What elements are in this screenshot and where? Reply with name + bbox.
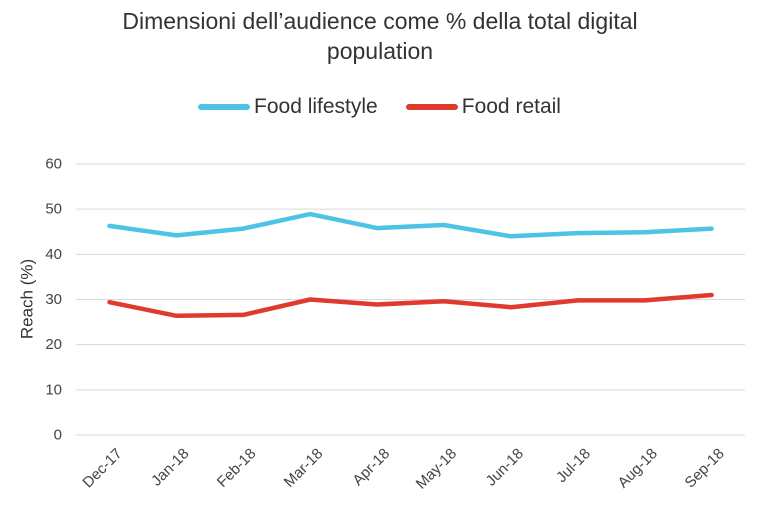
x-tick-label: Mar-18 <box>281 445 327 491</box>
x-axis-ticks: Dec-17 Jan-18 Feb-18 Mar-18 Apr-18 May-18 Jun-… <box>79 445 727 492</box>
data-point-food-retail-feb-18 <box>241 312 246 317</box>
data-point-food-lifestyle-sep-18 <box>709 226 714 231</box>
legend-label-food-lifestyle: Food lifestyle <box>254 95 378 118</box>
data-point-food-lifestyle-mar-18 <box>308 212 313 217</box>
data-point-food-lifestyle-aug-18 <box>642 230 647 235</box>
y-tick-label: 40 <box>45 246 62 263</box>
legend-swatch-food-retail <box>405 104 458 110</box>
series-line-food-lifestyle <box>107 211 714 239</box>
y-tick-label: 10 <box>45 381 62 398</box>
data-point-food-retail-aug-18 <box>642 298 647 303</box>
x-tick-label: Feb-18 <box>214 445 260 491</box>
data-point-food-lifestyle-jul-18 <box>575 231 580 236</box>
data-point-food-retail-may-18 <box>441 299 446 304</box>
data-point-food-retail-mar-18 <box>308 297 313 302</box>
y-axis-title: Reach (%) <box>18 259 37 339</box>
chart-legend: Food lifestyle Food retail <box>0 92 759 122</box>
data-point-food-retail-jun-18 <box>508 305 513 310</box>
x-tick-label: Apr-18 <box>349 445 393 489</box>
data-point-food-retail-sep-18 <box>709 292 714 297</box>
series-line-food-retail <box>107 292 714 319</box>
y-tick-label: 60 <box>45 156 62 173</box>
data-point-food-lifestyle-apr-18 <box>375 226 380 231</box>
x-tick-label: May-18 <box>413 445 460 492</box>
x-tick-label: Sep-18 <box>682 445 728 491</box>
y-tick-label: 50 <box>45 201 62 218</box>
data-point-food-retail-apr-18 <box>375 302 380 307</box>
chart-title: Dimensioni dell’audience come % della to… <box>60 6 700 66</box>
y-tick-label: 0 <box>54 427 62 444</box>
data-point-food-lifestyle-jan-18 <box>174 233 179 238</box>
y-tick-label: 30 <box>45 291 62 308</box>
data-point-food-retail-jul-18 <box>575 298 580 303</box>
x-tick-label: Aug-18 <box>615 445 661 491</box>
x-tick-label: Jun-18 <box>483 445 527 489</box>
chart-title-line-1: Dimensioni dell’audience come % della to… <box>122 8 638 34</box>
data-point-food-lifestyle-may-18 <box>441 222 446 227</box>
data-point-food-retail-jan-18 <box>174 313 179 318</box>
series-lines <box>107 211 714 319</box>
data-point-food-lifestyle-feb-18 <box>241 226 246 231</box>
data-point-food-lifestyle-dec-17 <box>107 223 112 228</box>
data-point-food-lifestyle-jun-18 <box>508 234 513 239</box>
legend-swatch-food-lifestyle <box>198 104 251 110</box>
x-tick-label: Jul-18 <box>553 445 594 486</box>
y-tick-label: 20 <box>45 336 62 353</box>
y-axis-ticks: 0 10 20 30 40 50 60 <box>45 156 62 444</box>
legend-item-food-lifestyle[interactable]: Food lifestyle <box>198 95 378 119</box>
legend-label-food-retail: Food retail <box>461 95 561 118</box>
data-point-food-retail-dec-17 <box>107 300 112 305</box>
legend-item-food-retail[interactable]: Food retail <box>405 95 561 119</box>
chart-title-line-2: population <box>326 38 434 64</box>
x-tick-label: Dec-17 <box>79 445 125 491</box>
x-tick-label: Jan-18 <box>148 445 192 489</box>
